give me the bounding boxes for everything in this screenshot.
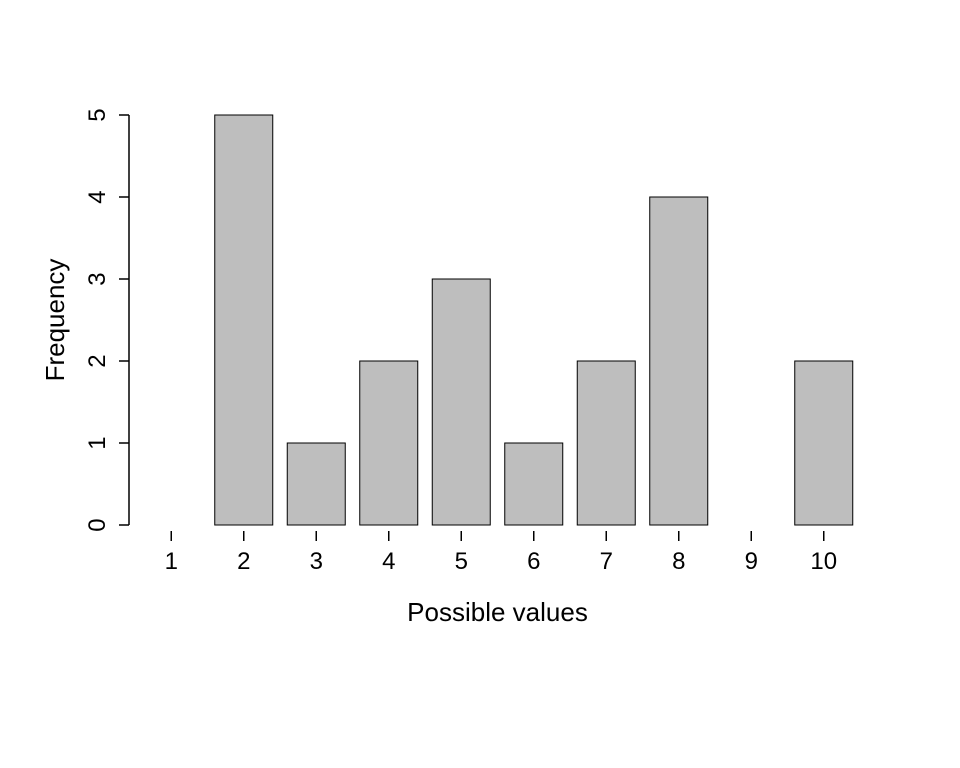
chart-container: 1 2 3 4 5 6 7 8 9 10 0 1 2 3 4 5 Possible values Frequenc… <box>0 0 960 768</box>
x-tick-label: 2 <box>237 548 250 575</box>
bar-chart: 1 2 3 4 5 6 7 8 9 10 0 1 2 3 4 5 Possible values Frequenc… <box>0 0 960 768</box>
bar <box>215 115 273 525</box>
x-tick-label: 4 <box>382 548 395 575</box>
x-tick-label: 8 <box>672 548 685 575</box>
y-axis-label: Frequency <box>40 259 70 382</box>
x-axis-label: Possible values <box>407 597 588 627</box>
bar <box>360 361 418 525</box>
y-tick-label: 4 <box>84 190 111 203</box>
bar <box>287 443 345 525</box>
y-tick-label: 1 <box>84 436 111 449</box>
bar <box>505 443 563 525</box>
x-tick-label: 1 <box>165 548 178 575</box>
bar <box>432 279 490 525</box>
y-tick-label: 0 <box>84 518 111 531</box>
x-tick-label: 3 <box>310 548 323 575</box>
bar <box>577 361 635 525</box>
x-tick-label: 9 <box>745 548 758 575</box>
bar <box>650 197 708 525</box>
x-tick-label: 10 <box>810 548 837 575</box>
x-tick-label: 5 <box>455 548 468 575</box>
y-tick-label: 5 <box>84 108 111 121</box>
x-tick-label: 6 <box>527 548 540 575</box>
bar <box>795 361 853 525</box>
y-tick-label: 2 <box>84 354 111 367</box>
x-tick-label: 7 <box>600 548 613 575</box>
y-tick-label: 3 <box>84 272 111 285</box>
